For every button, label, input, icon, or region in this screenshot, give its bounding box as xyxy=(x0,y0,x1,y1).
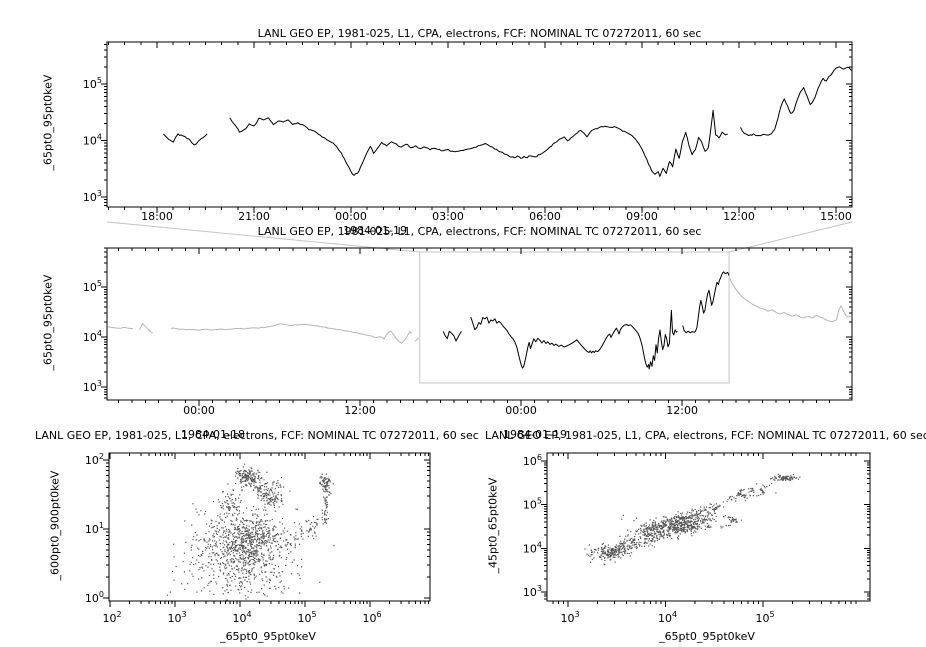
bl-frame-and-ticks xyxy=(103,452,431,607)
svg-text:105: 105 xyxy=(83,76,102,91)
context-series-before-faded xyxy=(107,323,419,344)
svg-text:102: 102 xyxy=(102,610,121,625)
top-plot-area[interactable] xyxy=(107,42,852,207)
svg-text:103: 103 xyxy=(523,584,542,599)
top-frame-and-ticks xyxy=(101,41,853,213)
context-panel-title: LANL GEO EP, 1981-025, L1, CPA, electron… xyxy=(257,225,702,238)
scatter1-points xyxy=(166,463,335,601)
mid-frame-and-ticks xyxy=(101,247,853,406)
top-x-axis-date-label: 1984-01-19 xyxy=(343,224,407,237)
svg-text:00:00: 00:00 xyxy=(183,404,215,417)
svg-text:12:00: 12:00 xyxy=(723,210,755,223)
context-series-after-faded xyxy=(729,278,851,323)
svg-text:104: 104 xyxy=(658,610,677,625)
mid-tick-labels: 00:00 12:00 00:00 12:00 105 104 103 xyxy=(83,279,698,417)
svg-text:104: 104 xyxy=(83,329,102,344)
svg-text:06:00: 06:00 xyxy=(529,210,561,223)
svg-text:106: 106 xyxy=(362,610,381,625)
svg-text:103: 103 xyxy=(167,610,186,625)
scatter2-x-axis-label: _65pt0_95pt0keV xyxy=(659,630,755,643)
svg-text:104: 104 xyxy=(83,132,102,147)
scatter2-plot-area[interactable] xyxy=(547,453,870,601)
svg-text:105: 105 xyxy=(83,279,102,294)
context-y-axis-label: _65pt0_95pt0keV xyxy=(41,274,55,371)
svg-text:12:00: 12:00 xyxy=(666,404,698,417)
svg-text:103: 103 xyxy=(83,189,102,204)
svg-text:106: 106 xyxy=(523,453,542,468)
svg-text:100: 100 xyxy=(85,590,104,605)
context-x-axis-date-label-2: 1984-01-19 xyxy=(503,428,567,441)
scatter2-panel-title: LANL GEO EP, 1981-025, L1, CPA, electron… xyxy=(485,429,926,442)
svg-text:102: 102 xyxy=(85,452,104,467)
zoom-connector-right-line xyxy=(728,221,853,253)
context-series-zoomed-black xyxy=(442,271,730,370)
scatter2-points xyxy=(584,473,801,566)
svg-text:15:00: 15:00 xyxy=(820,210,852,223)
svg-text:103: 103 xyxy=(560,610,579,625)
svg-text:12:00: 12:00 xyxy=(344,404,376,417)
top-tick-labels: 18:00 21:00 00:00 03:00 06:00 09:00 12:00 15:00… xyxy=(83,76,852,223)
scatter1-panel-title: LANL GEO EP, 1981-025, L1, CPA, electron… xyxy=(35,429,479,442)
svg-text:105: 105 xyxy=(523,497,542,512)
top-series-line xyxy=(163,66,852,177)
svg-text:00:00: 00:00 xyxy=(505,404,537,417)
context-plot-area[interactable] xyxy=(107,248,852,400)
zoom-connector-group xyxy=(106,221,853,384)
zoom-connector-left-line xyxy=(106,221,420,253)
scatter1-y-axis-label: _600pt0_900pt0keV xyxy=(48,470,62,581)
top-y-axis-label: _65pt0_95pt0keV xyxy=(41,74,55,171)
svg-text:105: 105 xyxy=(755,610,774,625)
zoom-region-box[interactable] xyxy=(419,251,730,384)
svg-text:104: 104 xyxy=(523,540,542,555)
top-panel-title: LANL GEO EP, 1981-025, L1, CPA, electron… xyxy=(257,27,702,40)
br-frame-and-ticks xyxy=(541,452,871,607)
svg-text:09:00: 09:00 xyxy=(626,210,658,223)
scatter2-y-axis-label: _45pt0_65pt0keV xyxy=(486,477,500,574)
svg-text:105: 105 xyxy=(297,610,316,625)
scatter1-plot-area[interactable] xyxy=(109,453,430,601)
svg-text:00:00: 00:00 xyxy=(335,210,367,223)
svg-text:18:00: 18:00 xyxy=(141,210,173,223)
svg-text:101: 101 xyxy=(85,521,104,536)
svg-text:104: 104 xyxy=(232,610,251,625)
scatter1-x-axis-label: _65pt0_95pt0keV xyxy=(220,630,316,643)
svg-text:103: 103 xyxy=(83,379,102,394)
svg-text:03:00: 03:00 xyxy=(432,210,464,223)
context-x-axis-date-label-1: 1984-01-18 xyxy=(181,428,245,441)
svg-text:21:00: 21:00 xyxy=(238,210,270,223)
